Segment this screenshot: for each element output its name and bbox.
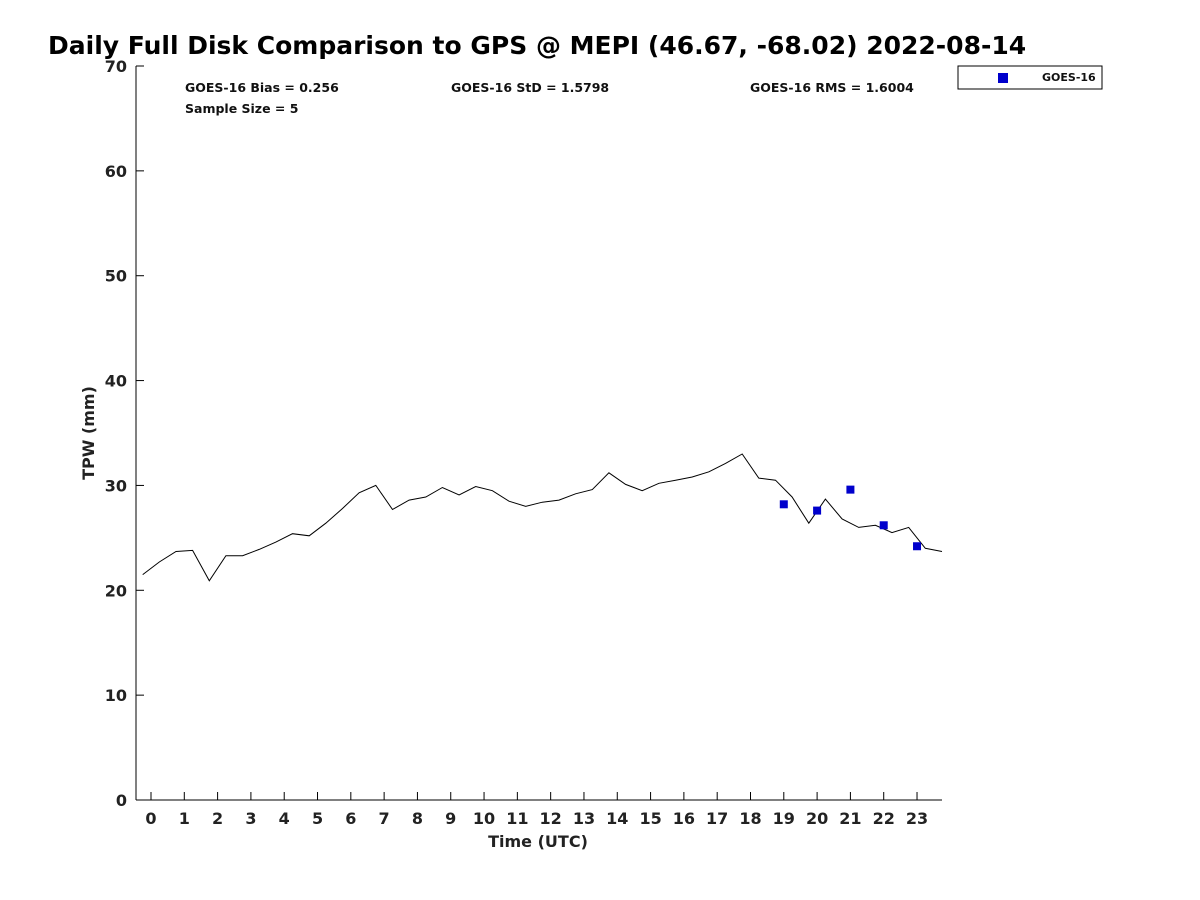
x-tick-label: 21 bbox=[839, 809, 861, 828]
x-tick-label: 5 bbox=[312, 809, 323, 828]
goes16-point bbox=[813, 506, 822, 515]
goes16-point bbox=[913, 542, 922, 551]
x-tick-label: 15 bbox=[639, 809, 661, 828]
legend-box bbox=[957, 65, 1103, 90]
goes16-point bbox=[779, 500, 788, 509]
y-tick-label: 40 bbox=[105, 372, 127, 391]
legend: GOES-16 bbox=[957, 65, 1103, 90]
x-tick-label: 11 bbox=[506, 809, 528, 828]
goes16-point bbox=[879, 521, 888, 530]
x-tick-label: 10 bbox=[473, 809, 495, 828]
x-ticks: 0 1 2 3 4 5 6 7 8 9 10 11 12 13 14 15 16 17 18 19 20 21 22 23 bbox=[145, 792, 928, 828]
y-tick-label: 60 bbox=[105, 162, 127, 181]
x-tick-label: 13 bbox=[573, 809, 595, 828]
x-tick-label: 2 bbox=[212, 809, 223, 828]
x-tick-label: 6 bbox=[345, 809, 356, 828]
x-tick-label: 9 bbox=[445, 809, 456, 828]
bias-stat: GOES-16 Bias = 0.256 bbox=[185, 80, 339, 95]
x-tick-label: 19 bbox=[773, 809, 795, 828]
y-tick-label: 70 bbox=[105, 57, 127, 76]
rms-stat: GOES-16 RMS = 1.6004 bbox=[750, 80, 914, 95]
y-ticks: 0 10 20 30 40 50 60 70 bbox=[105, 57, 144, 810]
x-tick-label: 4 bbox=[279, 809, 290, 828]
x-tick-label: 20 bbox=[806, 809, 828, 828]
x-tick-label: 7 bbox=[379, 809, 390, 828]
y-tick-label: 20 bbox=[105, 581, 127, 600]
x-tick-label: 8 bbox=[412, 809, 423, 828]
x-tick-label: 18 bbox=[739, 809, 761, 828]
stats-annotations: GOES-16 Bias = 0.256 GOES-16 StD = 1.579… bbox=[185, 80, 914, 116]
x-tick-label: 17 bbox=[706, 809, 728, 828]
y-tick-label: 30 bbox=[105, 476, 127, 495]
y-axis-label: TPW (mm) bbox=[79, 386, 98, 480]
goes16-points bbox=[779, 485, 922, 551]
x-axis-label: Time (UTC) bbox=[488, 832, 588, 851]
legend-label-goes16: GOES-16 bbox=[1042, 71, 1096, 84]
x-tick-label: 12 bbox=[540, 809, 562, 828]
goes16-point bbox=[846, 485, 855, 494]
sample-size-stat: Sample Size = 5 bbox=[185, 101, 298, 116]
x-tick-label: 14 bbox=[606, 809, 628, 828]
x-tick-label: 22 bbox=[873, 809, 895, 828]
std-stat: GOES-16 StD = 1.5798 bbox=[451, 80, 609, 95]
y-tick-label: 10 bbox=[105, 686, 127, 705]
x-tick-label: 16 bbox=[673, 809, 695, 828]
legend-marker-goes16 bbox=[998, 73, 1008, 83]
x-tick-label: 3 bbox=[245, 809, 256, 828]
x-tick-label: 23 bbox=[906, 809, 928, 828]
x-tick-label: 0 bbox=[145, 809, 156, 828]
y-tick-label: 50 bbox=[105, 267, 127, 286]
chart-title: Daily Full Disk Comparison to GPS @ MEPI… bbox=[48, 31, 1026, 60]
x-tick-label: 1 bbox=[179, 809, 190, 828]
y-tick-label: 0 bbox=[116, 791, 127, 810]
gps-tpw-line bbox=[142, 453, 943, 582]
